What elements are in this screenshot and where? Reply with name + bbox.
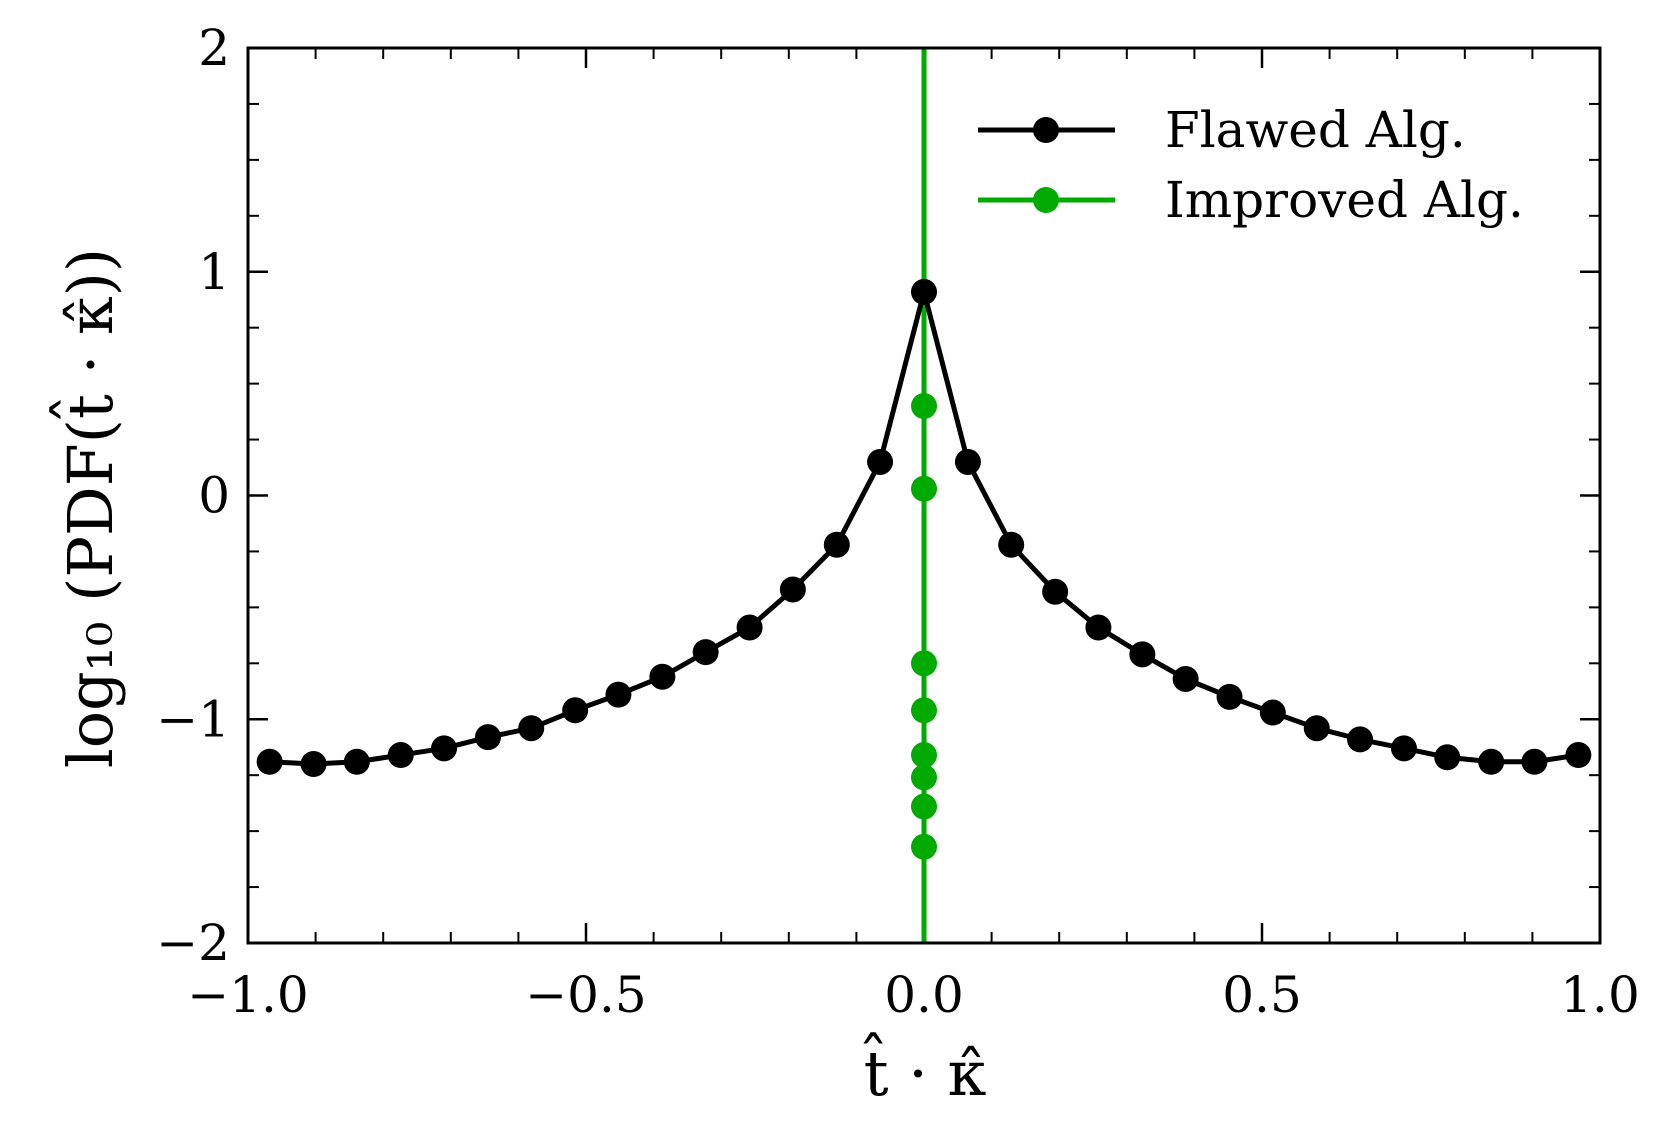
x-tick-label: −1.0 <box>187 966 308 1024</box>
x-tick-label: 0.0 <box>884 966 964 1024</box>
x-axis-label: t̂ · κ̂ <box>863 1032 987 1110</box>
flawed-alg-point <box>779 576 806 603</box>
y-tick-labels: −2 −1 0 1 2 <box>156 19 230 972</box>
flawed-alg-point <box>1129 641 1156 668</box>
legend-marker-flawed-alg <box>1033 117 1059 143</box>
flawed-alg-point <box>1259 699 1286 726</box>
flawed-alg-point <box>1347 726 1374 753</box>
y-tick-label: 0 <box>198 467 230 525</box>
x-tick-label: 0.5 <box>1222 966 1302 1024</box>
flawed-alg-point <box>300 751 327 777</box>
x-tick-labels: −1.0 −0.5 0.0 0.5 1.0 <box>187 966 1639 1024</box>
improved-alg-point <box>911 650 937 677</box>
y-tick-label: −1 <box>156 690 230 748</box>
legend-marker-improved-alg <box>1033 187 1059 213</box>
improved-alg-point <box>911 475 937 502</box>
flawed-alg-point <box>343 748 370 775</box>
legend-label-flawed-alg: Flawed Alg. <box>1165 101 1466 159</box>
y-tick-label: 2 <box>198 19 230 77</box>
flawed-alg-point <box>387 742 414 769</box>
x-tick-label: 1.0 <box>1560 966 1640 1024</box>
flawed-alg-point <box>1434 744 1461 771</box>
y-tick-label: −2 <box>156 914 230 972</box>
flawed-alg-point <box>1216 683 1243 710</box>
legend-label-improved-alg: Improved Alg. <box>1165 171 1524 229</box>
improved-alg-point <box>911 793 937 820</box>
flawed-alg-point <box>1172 665 1199 692</box>
flawed-alg-point <box>256 748 283 775</box>
improved-alg-point <box>911 833 937 860</box>
flawed-alg-point <box>1478 748 1505 775</box>
y-tick-label: 1 <box>198 243 230 301</box>
flawed-alg-point <box>823 531 850 558</box>
flawed-alg-point <box>1042 578 1069 605</box>
flawed-alg-point <box>736 614 763 641</box>
flawed-alg-point <box>605 681 632 708</box>
improved-alg-point <box>911 764 937 791</box>
flawed-alg-point <box>867 448 894 475</box>
legend: Flawed Alg. Improved Alg. <box>978 101 1524 229</box>
flawed-alg-point <box>1390 735 1417 762</box>
plot-frame <box>246 46 1602 945</box>
flawed-alg-point <box>649 663 676 690</box>
flawed-alg-point <box>518 715 545 742</box>
flawed-alg-point <box>1565 742 1592 769</box>
plot-area <box>256 48 1592 943</box>
flawed-alg-point <box>692 639 719 666</box>
flawed-alg-point <box>1085 614 1112 641</box>
flawed-alg-point <box>911 278 937 305</box>
improved-alg-point <box>911 393 937 419</box>
x-tick-label: −0.5 <box>525 966 646 1024</box>
flawed-alg-point <box>998 531 1025 558</box>
improved-alg-point <box>911 742 937 769</box>
flawed-alg-point <box>474 724 501 751</box>
flawed-alg-point <box>562 697 589 724</box>
y-axis-label: log₁₀ (PDF(t̂ · κ̂)) <box>49 248 127 768</box>
flawed-alg-point <box>431 735 458 762</box>
flawed-alg-point <box>1521 748 1548 775</box>
flawed-alg-point <box>954 448 981 475</box>
improved-alg-point <box>911 697 937 724</box>
flawed-alg-point <box>1303 715 1330 742</box>
